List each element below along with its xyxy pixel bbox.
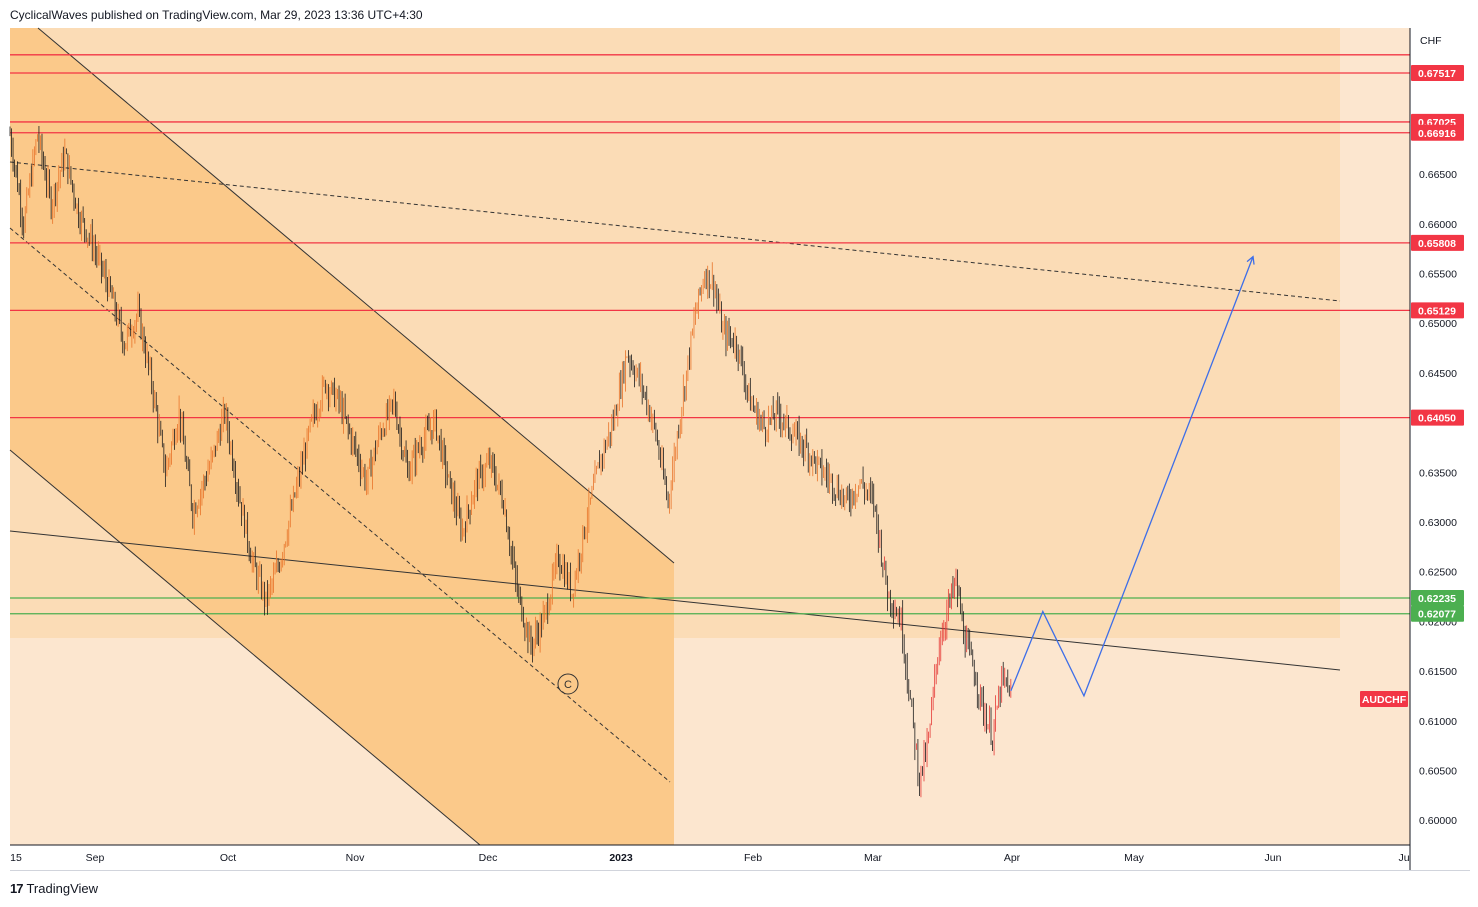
red-level-tag: 0.66916 [1418, 128, 1456, 140]
y-tick-label: 0.62500 [1419, 567, 1457, 579]
x-tick-label: Sep [86, 852, 105, 864]
red-level-tag: 0.65129 [1418, 305, 1456, 317]
green-level-tag: 0.62077 [1418, 609, 1456, 621]
x-tick-label: Mar [864, 852, 883, 864]
support-trend-line [9, 530, 1341, 671]
projection-path [1010, 256, 1254, 698]
footer: 17 TradingView [10, 881, 98, 896]
y-tick-label: 0.66000 [1419, 219, 1457, 231]
y-tick-label: 0.65500 [1419, 268, 1457, 280]
green-level-tag-bg [1411, 605, 1464, 622]
red-level-tag-bg [1411, 302, 1464, 319]
red-level-tag-bg [1411, 124, 1464, 141]
y-tick-label: 0.60000 [1419, 815, 1457, 827]
x-tick-label: Feb [744, 852, 762, 864]
x-tick-label: Oct [220, 852, 236, 864]
symbol-tag: AUDCHF [1362, 694, 1407, 706]
x-tick-label: May [1124, 852, 1145, 864]
y-tick-label: 0.63500 [1419, 467, 1457, 479]
x-tick-label: Dec [479, 852, 498, 864]
trend-lines [9, 27, 1410, 846]
red-level-tag: 0.67517 [1418, 68, 1456, 80]
channel-fill [10, 28, 674, 845]
y-tick-label: 0.60500 [1419, 765, 1457, 777]
publish-info: CyclicalWaves published on TradingView.c… [10, 8, 423, 22]
tradingview-logo-icon: 17 [10, 881, 24, 896]
projection [1010, 255, 1255, 698]
projection-arrowhead [1246, 255, 1255, 265]
red-level-tag-bg [1411, 234, 1464, 251]
symbol-tag-bg [1360, 691, 1408, 707]
dashed-trend-line [9, 161, 1341, 302]
y-tick-label: 0.61500 [1419, 666, 1457, 678]
x-tick-label: Apr [1004, 852, 1021, 864]
green-level-tag-bg [1411, 590, 1464, 607]
x-tick-label: 2023 [609, 852, 633, 864]
chart-background [10, 28, 1410, 845]
wave-label-circle [557, 673, 579, 695]
channel-upper-line [37, 27, 675, 564]
red-level-tag-bg [1411, 409, 1464, 426]
footer-brand: TradingView [26, 881, 99, 896]
currency-label: CHF [1420, 35, 1442, 47]
green-level-tag: 0.62235 [1418, 593, 1456, 605]
axes: CHF 0.66500 0.66000 0.65500 0.65000 0.64500 0.… [10, 28, 1470, 871]
channel-lower-line [9, 449, 481, 846]
x-tick-label: 15 [10, 852, 22, 864]
x-tick-label: Nov [346, 852, 365, 864]
x-tick-label: Jun [1265, 852, 1282, 864]
y-tick-label: 0.65000 [1419, 318, 1457, 330]
bottom-separator [10, 870, 1470, 871]
wave-label: C [564, 679, 572, 691]
x-tick-label: Ju [1398, 852, 1409, 864]
y-tick-label: 0.66500 [1419, 169, 1457, 181]
red-level-tag: 0.64050 [1418, 413, 1456, 425]
candles: C [9, 125, 1012, 798]
y-tick-label: 0.64500 [1419, 368, 1457, 380]
y-tick-label: 0.61000 [1419, 716, 1457, 728]
red-level-tag-bg [1411, 65, 1464, 82]
y-tick-label: 0.63000 [1419, 517, 1457, 529]
red-level-tag: 0.65808 [1418, 238, 1456, 250]
